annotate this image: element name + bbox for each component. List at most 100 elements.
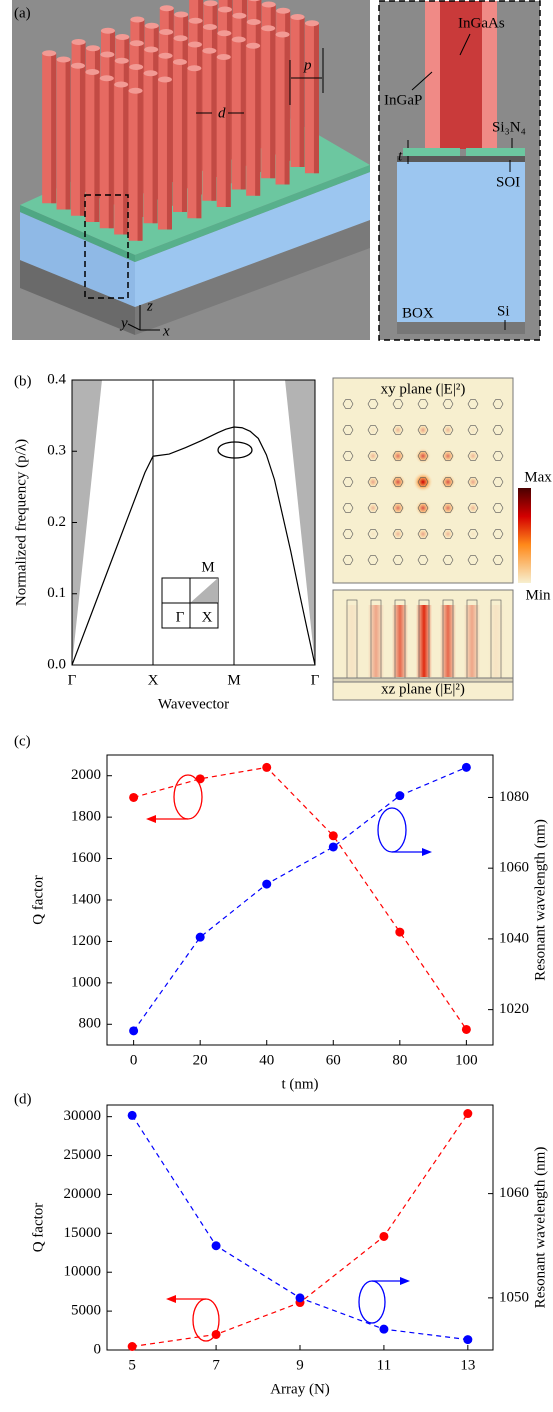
indicator-circle: [358, 1280, 386, 1324]
marker: [379, 1324, 389, 1334]
pillar-shade: [137, 90, 143, 241]
pillar-top: [128, 87, 143, 94]
y-tick-label: 1400: [71, 891, 101, 907]
y-tick-label: 0.1: [47, 585, 66, 601]
y-tick-label: 0.0: [47, 656, 66, 672]
indicator-head: [146, 815, 156, 823]
render-3d: z y x d p: [12, 0, 370, 340]
layer-label: Si: [497, 303, 510, 319]
pillar-shade: [79, 65, 85, 216]
sin-layer: [403, 148, 460, 156]
series-line: [133, 766, 467, 1030]
pillar-outline: [342, 503, 354, 513]
pillar-top: [275, 31, 290, 38]
x-tick-label: 9: [296, 1357, 304, 1373]
xz-substrate: [332, 677, 514, 683]
pillar-outline: [392, 399, 404, 409]
mode-highlight: [217, 441, 253, 459]
indicator-head: [422, 848, 432, 856]
field-glow: [368, 605, 384, 677]
bz-irreducible: [190, 578, 218, 603]
marker: [379, 1231, 389, 1241]
charts: Γ X M Γ0.00.10.20.30.4WavevectorNormalized …: [13, 371, 548, 1397]
y-tick-label: 2000: [71, 767, 101, 783]
y2-tick-label: 1050: [499, 1289, 529, 1305]
marker: [395, 927, 405, 937]
marker: [328, 831, 338, 841]
sin-edge: [20, 205, 135, 262]
field-glow: [440, 500, 456, 516]
pillar-top: [85, 69, 100, 75]
pillar-outline: [467, 477, 479, 487]
panel-label: (d): [14, 1091, 32, 1107]
pillar-outline: [492, 477, 504, 487]
xy-cells: [342, 399, 504, 565]
plot-frame: [106, 754, 494, 1046]
cross-section: InGaAs InGaP Si₃N₄ t SOI BOX Si: [378, 0, 541, 341]
marker: [262, 762, 272, 772]
y2-tick-label: 1020: [499, 1001, 529, 1017]
panel-label: (c): [14, 733, 31, 749]
pillar-top: [71, 39, 86, 45]
box-layer: [397, 162, 525, 322]
marker: [195, 774, 205, 784]
pillar-array: [42, 0, 319, 241]
pillar-top: [217, 6, 232, 13]
indicator-head: [166, 1295, 176, 1303]
layer-label: BOX: [402, 305, 434, 321]
marker: [463, 1109, 473, 1119]
y-tick-label: 1000: [71, 974, 101, 990]
marker: [262, 879, 272, 889]
pillar-outline: [342, 477, 354, 487]
pillar-outline: [492, 529, 504, 539]
y2-tick-label: 1060: [499, 1185, 529, 1201]
pillar-top: [144, 46, 159, 53]
pillar-shade: [270, 28, 276, 179]
y-tick-label: 1200: [71, 933, 101, 949]
pillar-outline: [467, 451, 479, 461]
field-glow: [392, 528, 404, 540]
x-tick-label: X: [148, 672, 159, 688]
x-tick-label: 13: [460, 1357, 475, 1373]
pillar-top: [261, 1, 276, 8]
marker: [461, 1024, 471, 1034]
pillar-top: [231, 36, 246, 43]
axis-indicators: [146, 774, 432, 1342]
field-glow: [416, 605, 432, 677]
field-glow: [415, 448, 431, 464]
pillar-top: [276, 7, 291, 14]
pillar-top: [188, 17, 203, 24]
pillar-outline: [417, 451, 429, 461]
pillar-top: [248, 0, 261, 2]
series-line: [133, 766, 467, 1032]
pillar-outline: [392, 425, 404, 435]
x-tick-label: 7: [212, 1357, 220, 1373]
pillar-shade: [181, 62, 187, 212]
field-glow: [468, 425, 478, 435]
pillar-top: [143, 70, 158, 77]
pillar-outline: [392, 529, 404, 539]
si-layer: [397, 322, 525, 334]
pillar-shade: [255, 45, 261, 196]
field-glow: [367, 502, 379, 514]
x-tick-label: 60: [326, 1052, 341, 1068]
dimension-label: p: [303, 57, 312, 73]
pillar-outline: [367, 399, 379, 409]
pillar-outline: [492, 399, 504, 409]
pillar-outline: [392, 503, 404, 513]
colorbar-label: Max: [524, 469, 552, 485]
pillar-top: [246, 42, 261, 49]
pillar-top: [158, 52, 173, 59]
layer-label: SOI: [496, 174, 520, 190]
layer-label: t: [398, 148, 403, 164]
marker: [127, 1110, 137, 1120]
marker: [463, 1335, 473, 1345]
field-glow: [390, 500, 406, 516]
pillar-outline: [417, 529, 429, 539]
map-label: xz plane (|E|²): [381, 681, 465, 697]
pillar-top: [187, 65, 202, 72]
pillar-top: [202, 24, 217, 30]
xz-cells: [344, 599, 504, 679]
ingaas-core: [440, 1, 482, 149]
